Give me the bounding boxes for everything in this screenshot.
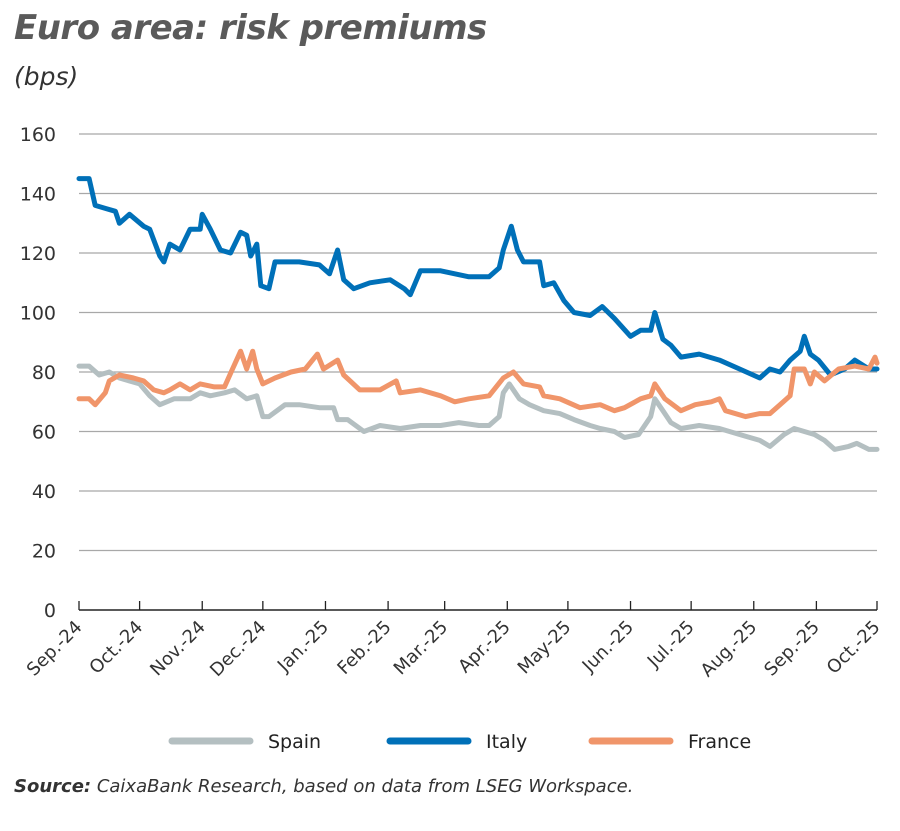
x-tick-label: Jan.-25	[273, 617, 333, 677]
series-line-italy	[76, 176, 880, 381]
y-tick-label: 160	[20, 124, 56, 146]
x-tick-label: Mar.-25	[390, 617, 453, 680]
source-note: Source: CaixaBank Research, based on dat…	[14, 776, 633, 797]
chart-title: Euro area: risk premiums	[14, 8, 487, 48]
x-tick-label: Oct.-25	[823, 617, 885, 679]
source-text: CaixaBank Research, based on data from L…	[91, 776, 634, 797]
x-tick-label: Sep.-25	[760, 617, 824, 681]
y-tick-label: 140	[20, 184, 56, 206]
y-tick-label: 20	[32, 541, 56, 563]
y-tick-label: 120	[20, 243, 56, 265]
legend-label-france: France	[688, 731, 751, 753]
x-tick-label: Dec.-24	[206, 617, 270, 681]
legend-label-spain: Spain	[268, 731, 321, 753]
series-line-france	[76, 348, 880, 420]
chart-subtitle: (bps)	[14, 62, 79, 91]
series-line-spain	[76, 363, 880, 452]
legend-label-italy: Italy	[486, 731, 527, 753]
y-tick-label: 80	[32, 362, 56, 384]
x-tick-label: May-25	[514, 617, 576, 679]
x-tick-label: Feb.-25	[333, 617, 395, 679]
x-tick-label: Aug.-25	[697, 617, 762, 682]
y-tick-label: 60	[32, 422, 56, 444]
y-tick-label: 40	[32, 481, 56, 503]
x-tick-label: Oct.-24	[85, 617, 147, 679]
x-tick-label: Apr.-25	[454, 617, 515, 678]
source-label: Source:	[14, 776, 92, 797]
y-tick-label: 100	[20, 303, 56, 325]
x-tick-label: Sep.-24	[23, 617, 87, 681]
y-tick-label: 0	[44, 600, 56, 622]
x-tick-label: Nov.-24	[146, 617, 210, 681]
x-tick-label: Jul.-25	[643, 617, 699, 673]
x-tick-label: Jun.-25	[578, 617, 638, 677]
